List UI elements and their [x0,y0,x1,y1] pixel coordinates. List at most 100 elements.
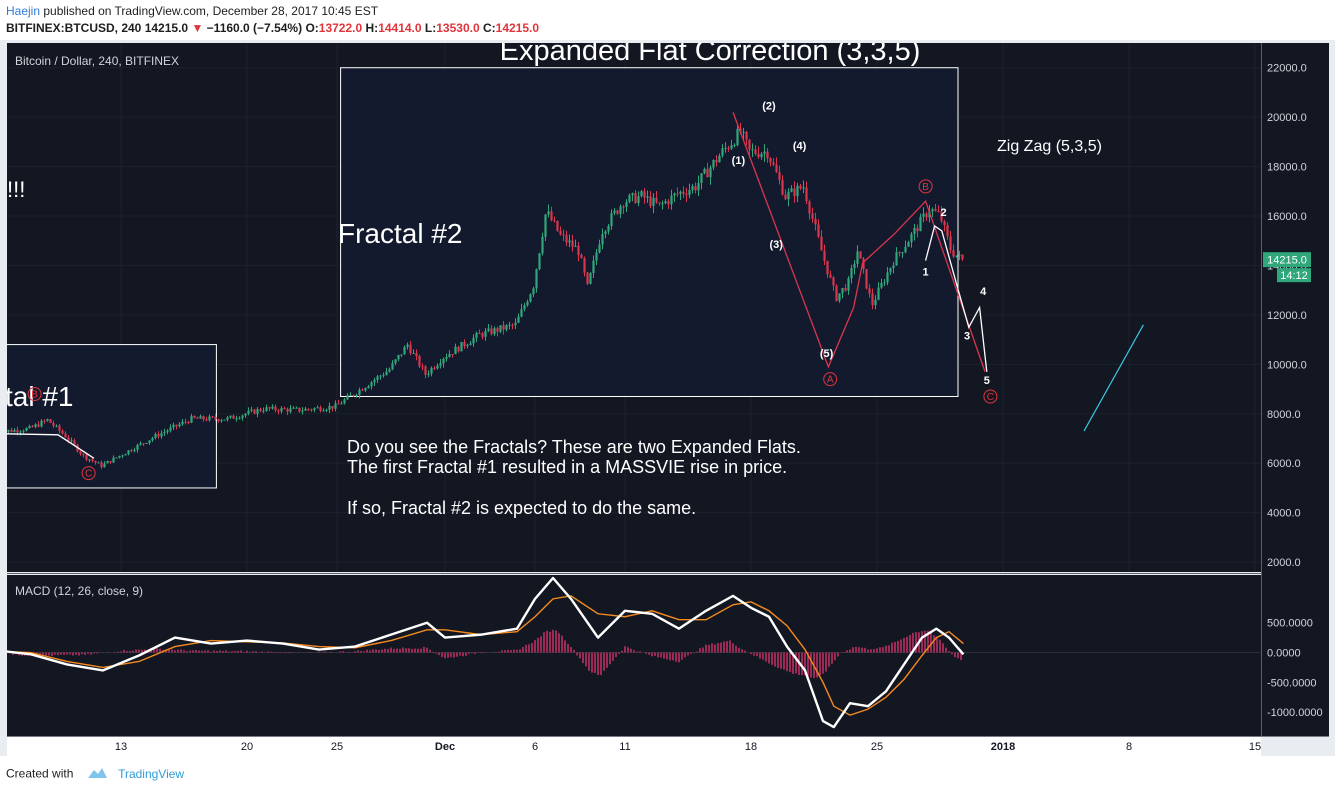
candle-body [850,268,853,279]
candle-body [106,460,109,464]
candle-body [292,407,295,409]
candle-body [304,408,307,411]
candle-body [418,356,421,367]
candle-body [493,328,496,335]
price-tick-label: 16000.0 [1267,211,1307,223]
candle-body [583,258,586,273]
candle-body [844,288,847,291]
main-pane: Bitcoin / Dollar, 240, BITFINEX Expanded … [7,35,1261,572]
candle-body [439,363,442,366]
candle-body [916,227,919,232]
candle-body [157,433,160,437]
open-label: O: [305,21,319,35]
candle-body [61,430,64,434]
candle-body [454,346,457,355]
candle-body [895,252,898,266]
candle-body [943,221,946,226]
candle-body [505,325,508,330]
candle-body [619,206,622,214]
candle-body [733,145,736,147]
candle-body [436,365,439,369]
candle-body [379,375,382,377]
candle-body [409,344,412,354]
candle-body [400,354,403,356]
candle-body [508,324,511,326]
main-title: Expanded Flat Correction (3,3,5) [500,35,921,67]
candle-body [139,443,142,445]
high-label: H: [365,21,379,35]
candle-body [391,363,394,370]
macd-tick-label: 0.0000 [1267,648,1301,660]
candle-body [145,443,148,445]
candle-body [841,288,844,294]
candle-body [580,254,583,259]
candle-body [775,164,778,173]
price-tick-label: 8000.0 [1267,409,1301,421]
candle-body [727,147,730,149]
candle-body [889,268,892,273]
circle-text: A [827,375,834,386]
candle-body [52,422,55,426]
tradingview-link[interactable]: TradingView [118,766,185,781]
candle-body [625,202,628,208]
candle-body [802,187,805,189]
candle-body [613,210,616,214]
candle-body [268,407,271,409]
candle-body [259,409,262,411]
candle-body [337,403,340,405]
down-arrow-icon: ▼ [191,21,204,35]
price-tick-label: 22000.0 [1267,63,1307,75]
candle-body [730,145,733,149]
candle-body [868,288,871,294]
fractal-1-box [7,344,217,489]
time-tick-label: 6 [532,741,538,753]
candle-body [871,293,874,306]
candle-body [679,191,682,194]
exclaim-label: !!! [7,177,25,202]
candle-body [532,288,535,295]
candle-body [298,407,301,412]
candle-body [322,410,325,412]
cyan-trend-line [1083,324,1144,432]
time-tick-label: 11 [619,741,630,753]
candle-body [574,246,577,248]
candle-body [718,155,721,163]
candle-body [736,128,739,146]
candle-body [217,419,220,422]
candle-body [535,269,538,289]
candle-body [796,185,799,197]
circle-marker [81,466,96,481]
candle-body [433,367,436,369]
candle-body [19,431,22,433]
candle-body [220,420,223,422]
candle-body [847,278,850,291]
macd-tick-label: -1000.0000 [1267,707,1323,719]
author-link[interactable]: Haejin [6,4,41,18]
created-with-label: Created with [6,766,74,781]
candle-body [415,352,418,357]
candle-body [277,410,280,412]
last-price: 14215.0 [144,21,189,35]
price-tick-label: 18000.0 [1267,162,1307,174]
candle-body [247,410,250,414]
comment-line-1: Do you see the Fractals? These are two E… [347,437,801,457]
close-label: C: [482,21,496,35]
candle-body [745,131,748,140]
time-tick-label: 8 [1126,741,1132,753]
candle-body [646,196,649,198]
time-tick-label: 13 [115,741,127,753]
candle-body [925,213,928,218]
candle-body [685,193,688,195]
candle-body [487,328,490,331]
candle-body [697,182,700,191]
candle-body [778,172,781,180]
candle-body [97,462,100,464]
candle-body [742,131,745,133]
candle-body [874,299,877,306]
comment-line-4: If so, Fractal #2 is expected to do the … [347,498,696,518]
candle-body [364,388,367,391]
wave-label: (3) [769,239,783,251]
candle-body [229,415,232,418]
macd-pane-bg [7,575,1261,736]
